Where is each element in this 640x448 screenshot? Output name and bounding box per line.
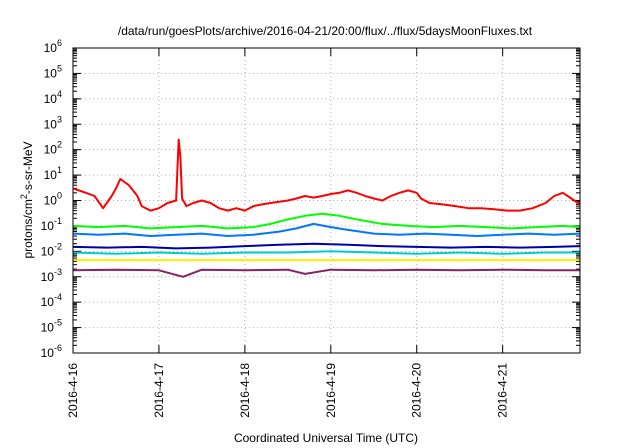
series-line	[72, 242, 581, 250]
y-axis-label-main: protons/cm	[21, 199, 35, 258]
y-tick-base: 10	[44, 143, 58, 157]
y-tick-label: 100	[44, 191, 62, 208]
grid-lines	[72, 48, 580, 353]
y-tick-base: 10	[44, 92, 58, 106]
series-line	[72, 250, 580, 255]
y-tick-base: 10	[44, 194, 58, 208]
y-tick-exponent: 6	[57, 38, 62, 48]
y-tick-exponent: -4	[54, 292, 62, 302]
y-tick-base: 10	[41, 219, 55, 233]
y-tick-label: 10-3	[41, 267, 62, 284]
y-tick-label: 10-1	[41, 216, 62, 233]
x-tick-label: 2016-4-19	[324, 363, 338, 418]
x-tick-label: 2016-4-20	[410, 363, 424, 418]
y-tick-label: 103	[44, 114, 62, 131]
y-tick-exponent: 2	[57, 140, 62, 150]
x-tick-label: 2016-4-16	[66, 363, 80, 418]
y-tick-base: 10	[44, 41, 58, 55]
y-tick-exponent: -2	[54, 241, 62, 251]
y-tick-label: 102	[44, 140, 62, 157]
y-tick-exponent: 4	[57, 89, 62, 99]
y-tick-base: 10	[41, 346, 55, 360]
series-lines	[72, 138, 581, 278]
y-tick-label: 101	[44, 165, 62, 182]
y-tick-exponent: 0	[57, 191, 62, 201]
x-tick-label: 2016-4-21	[496, 363, 510, 418]
y-tick-base: 10	[44, 66, 58, 80]
y-axis-label: protons/cm2-s-sr-MeV	[19, 141, 35, 258]
y-tick-base: 10	[41, 244, 55, 258]
y-tick-label: 104	[44, 89, 62, 106]
y-tick-base: 10	[41, 295, 55, 309]
series-line	[72, 138, 581, 212]
y-tick-label: 10-5	[41, 318, 62, 335]
chart-title: /data/run/goesPlots/archive/2016-04-21/2…	[118, 24, 533, 38]
y-tick-exponent: -1	[54, 216, 62, 226]
y-tick-exponent: -3	[54, 267, 62, 277]
y-tick-base: 10	[44, 117, 58, 131]
x-axis-label: Coordinated Universal Time (UTC)	[234, 431, 418, 445]
plot-frame	[72, 47, 581, 354]
y-tick-exponent: 1	[57, 165, 62, 175]
y-tick-label: 105	[44, 63, 62, 80]
y-tick-label: 106	[44, 38, 62, 55]
y-tick-label: 10-2	[41, 241, 62, 258]
y-axis-label-sup: 2	[19, 194, 29, 199]
y-tick-exponent: 3	[57, 114, 62, 124]
x-tick-label: 2016-4-17	[152, 363, 166, 418]
series-line	[72, 222, 581, 237]
y-tick-exponent: -6	[54, 343, 62, 353]
series-line	[72, 212, 581, 230]
y-tick-label: 10-6	[41, 343, 62, 360]
x-tick-label: 2016-4-18	[238, 363, 252, 418]
series-line	[72, 268, 580, 278]
y-axis-label-rest: -s-sr-MeV	[21, 141, 35, 194]
y-tick-label: 10-4	[41, 292, 62, 309]
y-tick-base: 10	[44, 168, 58, 182]
y-tick-base: 10	[41, 270, 55, 284]
y-tick-labels: 10-610-510-410-310-210-11001011021031041…	[41, 38, 62, 360]
x-tick-labels: 2016-4-16 2016-4-17 2016-4-18 2016-4-19 2016…	[66, 363, 510, 418]
y-tick-exponent: -5	[54, 318, 62, 328]
y-tick-base: 10	[41, 321, 55, 335]
y-tick-exponent: 5	[57, 63, 62, 73]
